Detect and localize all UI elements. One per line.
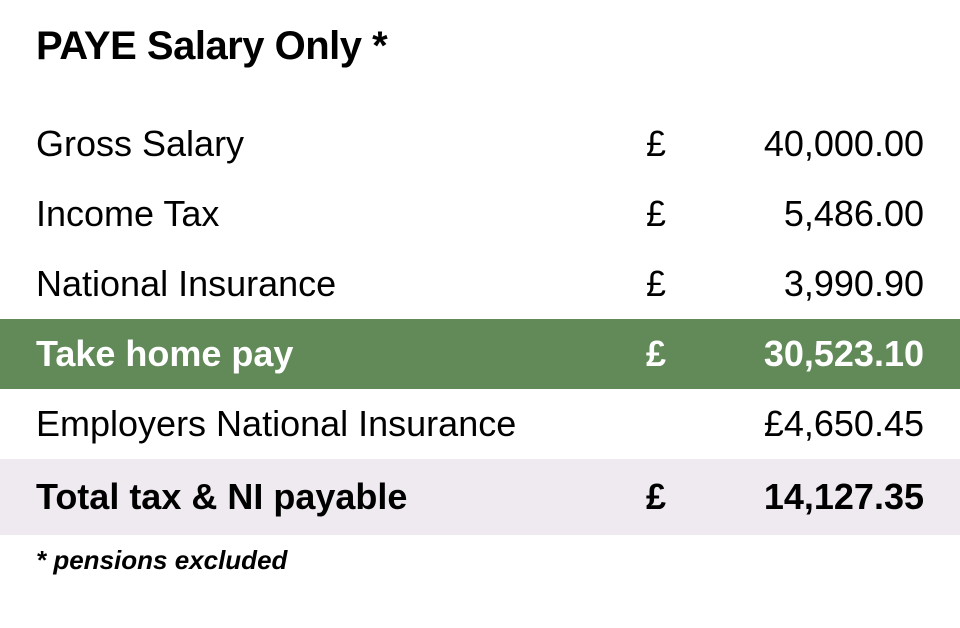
label-take-home-pay: Take home pay <box>36 333 646 375</box>
value-income-tax: 5,486.00 <box>694 193 924 235</box>
value-total-tax-ni: 14,127.35 <box>694 476 924 518</box>
currency-symbol: £ <box>646 123 694 165</box>
label-employers-ni: Employers National Insurance <box>36 403 646 445</box>
value-national-insurance: 3,990.90 <box>694 263 924 305</box>
label-income-tax: Income Tax <box>36 193 646 235</box>
row-take-home-pay: Take home pay £ 30,523.10 <box>0 319 960 389</box>
row-employers-ni: Employers National Insurance £4,650.45 <box>0 389 960 459</box>
row-national-insurance: National Insurance £ 3,990.90 <box>0 249 960 319</box>
row-total-tax-ni: Total tax & NI payable £ 14,127.35 <box>0 459 960 535</box>
currency-symbol: £ <box>646 263 694 305</box>
currency-symbol: £ <box>646 476 694 518</box>
value-employers-ni: £4,650.45 <box>646 403 924 445</box>
card-title: PAYE Salary Only * <box>0 24 960 69</box>
label-national-insurance: National Insurance <box>36 263 646 305</box>
label-total-tax-ni: Total tax & NI payable <box>36 476 646 518</box>
row-gross-salary: Gross Salary £ 40,000.00 <box>0 109 960 179</box>
paye-summary-card: PAYE Salary Only * Gross Salary £ 40,000… <box>0 0 960 576</box>
value-gross-salary: 40,000.00 <box>694 123 924 165</box>
currency-symbol: £ <box>646 333 694 375</box>
footnote: * pensions excluded <box>0 535 960 576</box>
row-income-tax: Income Tax £ 5,486.00 <box>0 179 960 249</box>
currency-symbol: £ <box>646 193 694 235</box>
value-take-home-pay: 30,523.10 <box>694 333 924 375</box>
label-gross-salary: Gross Salary <box>36 123 646 165</box>
